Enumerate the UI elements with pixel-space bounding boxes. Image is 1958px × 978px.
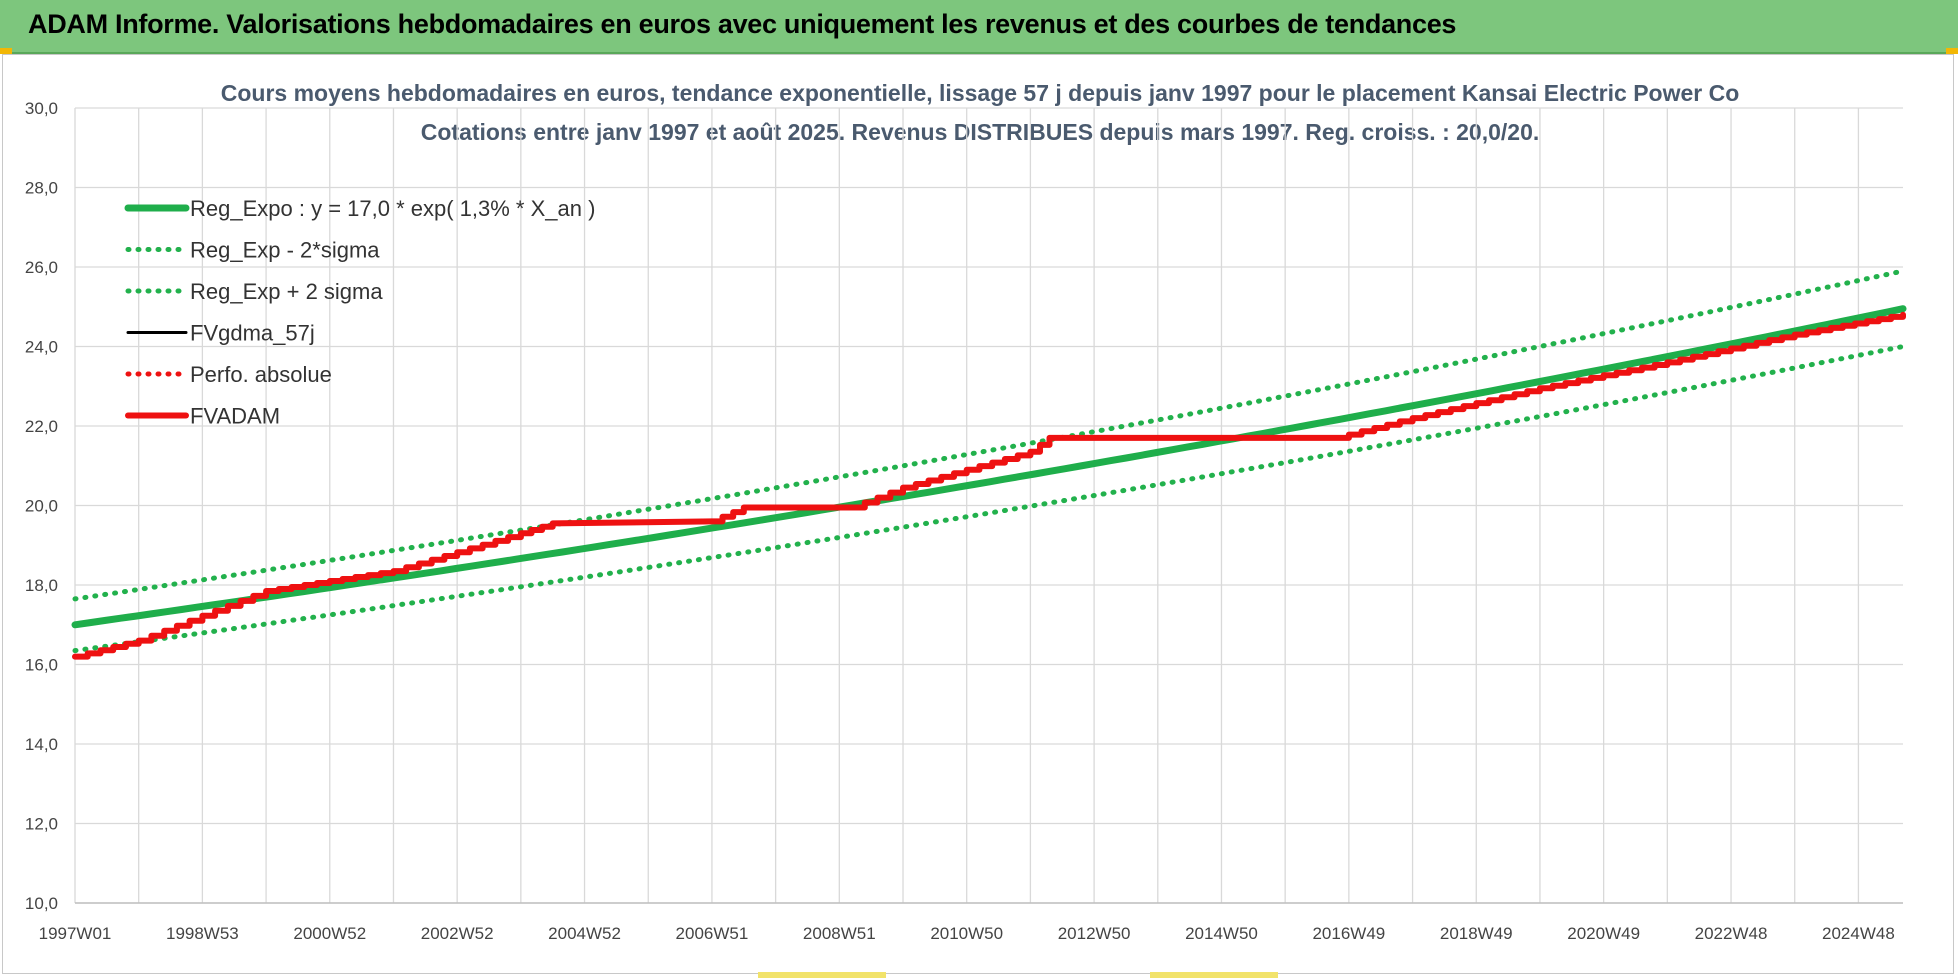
corner-accent-right (1946, 48, 1958, 54)
bottom-marker (758, 972, 886, 978)
series-layer (71, 268, 1907, 660)
legend-label: Perfo. absolue (190, 362, 332, 387)
legend: Reg_Expo : y = 17,0 * exp( 1,3% * X_an )… (124, 196, 595, 429)
series-line-5 (72, 311, 1906, 660)
y-tick-label: 16,0 (25, 656, 58, 675)
legend-label: FVgdma_57j (190, 321, 315, 346)
y-tick-label: 12,0 (25, 815, 58, 834)
y-tick-label: 26,0 (25, 258, 58, 277)
series-line-0 (71, 305, 1907, 629)
y-tick-label: 20,0 (25, 497, 58, 516)
y-tick-label: 30,0 (25, 99, 58, 118)
y-tick-label: 18,0 (25, 576, 58, 595)
legend-label: Reg_Exp + 2 sigma (190, 279, 383, 304)
axis-labels: 30,0 28,0 26,0 24,0 22,0 20,0 18,0 16,0 14,0 12,0… (25, 99, 1895, 943)
x-tick-label: 2024W48 (1822, 924, 1895, 943)
x-tick-label: 2004W52 (548, 924, 621, 943)
x-tick-label: 1998W53 (166, 924, 239, 943)
x-tick-label: 2012W50 (1058, 924, 1131, 943)
legend-label: Reg_Expo : y = 17,0 * exp( 1,3% * X_an ) (190, 196, 595, 221)
x-tick-label: 2014W50 (1185, 924, 1258, 943)
chart-title: Cours moyens hebdomadaires en euros, ten… (220, 80, 1740, 106)
chart-frame (2, 54, 1954, 974)
chart-subtitle: Cotations entre janv 1997 et août 2025. … (420, 119, 1540, 145)
x-tick-label: 2018W49 (1440, 924, 1513, 943)
x-tick-label: 2006W51 (676, 924, 749, 943)
x-tick-label: 2022W48 (1695, 924, 1768, 943)
grid (74, 107, 1903, 904)
x-tick-label: 2020W49 (1567, 924, 1640, 943)
y-tick-label: 10,0 (25, 894, 58, 913)
x-tick-label: 2016W49 (1312, 924, 1385, 943)
y-tick-label: 14,0 (25, 735, 58, 754)
y-tick-label: 22,0 (25, 417, 58, 436)
x-tick-label: 1997W01 (39, 924, 112, 943)
y-tick-label: 24,0 (25, 338, 58, 357)
title-banner: ADAM Informe. Valorisations hebdomadaire… (0, 0, 1958, 54)
banner-title: ADAM Informe. Valorisations hebdomadaire… (28, 9, 1457, 39)
legend-label: FVADAM (190, 404, 280, 429)
bottom-marker (1150, 972, 1278, 978)
corner-accent-left (0, 48, 12, 54)
x-tick-label: 2002W52 (421, 924, 494, 943)
series-line-1 (72, 344, 1906, 654)
y-tick-label: 28,0 (25, 179, 58, 198)
x-tick-label: 2000W52 (293, 924, 366, 943)
x-tick-label: 2008W51 (803, 924, 876, 943)
series-line-2 (72, 268, 1906, 602)
x-tick-label: 2010W50 (930, 924, 1003, 943)
legend-label: Reg_Exp - 2*sigma (190, 238, 380, 263)
